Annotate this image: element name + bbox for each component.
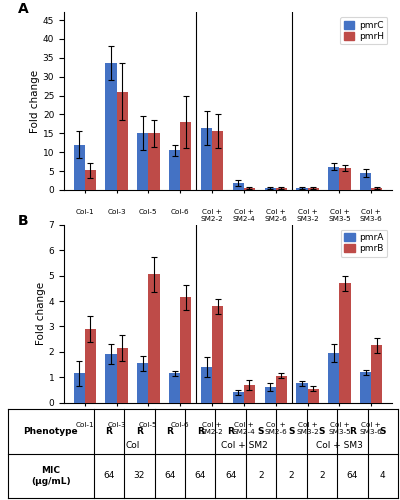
Bar — [169, 150, 180, 190]
Bar — [296, 384, 308, 402]
Bar — [276, 188, 287, 190]
Y-axis label: Fold change: Fold change — [30, 70, 40, 133]
Bar — [340, 168, 351, 190]
Bar — [180, 122, 191, 190]
Bar — [276, 376, 287, 402]
Legend: pmrA, pmrB: pmrA, pmrB — [340, 230, 388, 257]
Bar — [233, 183, 244, 190]
Text: R: R — [197, 427, 204, 436]
Bar — [308, 188, 319, 190]
Bar — [105, 64, 116, 190]
Bar — [265, 388, 276, 402]
Text: 2: 2 — [258, 472, 264, 480]
Bar — [328, 353, 340, 403]
Text: B: B — [18, 214, 29, 228]
Text: 4: 4 — [380, 472, 386, 480]
Bar — [212, 132, 223, 190]
Bar — [296, 188, 308, 190]
Bar — [201, 367, 212, 402]
Text: S: S — [288, 427, 295, 436]
Text: 64: 64 — [225, 472, 236, 480]
Bar — [371, 188, 382, 190]
Text: 2: 2 — [319, 472, 325, 480]
Text: 64: 64 — [103, 472, 115, 480]
Bar — [360, 372, 371, 402]
Bar — [137, 363, 148, 403]
Text: R: R — [166, 427, 173, 436]
Bar — [137, 134, 148, 190]
Text: R: R — [349, 427, 356, 436]
Text: Col + SM3: Col + SM3 — [316, 229, 363, 238]
Text: 2: 2 — [289, 472, 294, 480]
Bar — [85, 170, 96, 190]
Bar — [116, 92, 128, 190]
Text: R: R — [227, 427, 234, 436]
Bar — [371, 346, 382, 403]
Bar — [212, 306, 223, 402]
Text: A: A — [18, 2, 29, 16]
Text: Col + SM2: Col + SM2 — [220, 229, 267, 238]
Text: S: S — [258, 427, 264, 436]
Bar — [180, 298, 191, 403]
Text: 64: 64 — [194, 472, 206, 480]
Bar — [74, 374, 85, 402]
Text: Col: Col — [125, 442, 140, 450]
Text: MIC
(μg/mL): MIC (μg/mL) — [31, 466, 71, 485]
Legend: pmrC, pmrH: pmrC, pmrH — [340, 17, 388, 44]
Bar — [233, 392, 244, 402]
Bar — [169, 374, 180, 402]
Text: Col + SM3: Col + SM3 — [316, 442, 363, 450]
Text: R: R — [106, 427, 112, 436]
Bar — [244, 385, 255, 402]
Y-axis label: Fold change: Fold change — [36, 282, 46, 346]
Bar — [244, 188, 255, 190]
Text: R: R — [136, 427, 143, 436]
Bar — [148, 274, 160, 402]
Bar — [116, 348, 128, 403]
Bar — [360, 173, 371, 190]
Bar — [265, 188, 276, 190]
Text: 64: 64 — [164, 472, 176, 480]
Bar — [105, 354, 116, 403]
Bar — [201, 128, 212, 190]
Bar — [328, 166, 340, 190]
Text: Col + SM2: Col + SM2 — [220, 442, 267, 450]
Bar — [74, 144, 85, 190]
Text: Col: Col — [125, 229, 140, 238]
Bar — [308, 388, 319, 402]
Bar — [148, 134, 160, 190]
Text: S: S — [319, 427, 325, 436]
Bar — [85, 329, 96, 402]
Text: S: S — [380, 427, 386, 436]
Text: 32: 32 — [134, 472, 145, 480]
Bar — [340, 284, 351, 403]
Text: Phenotype: Phenotype — [24, 427, 78, 436]
Text: 64: 64 — [347, 472, 358, 480]
